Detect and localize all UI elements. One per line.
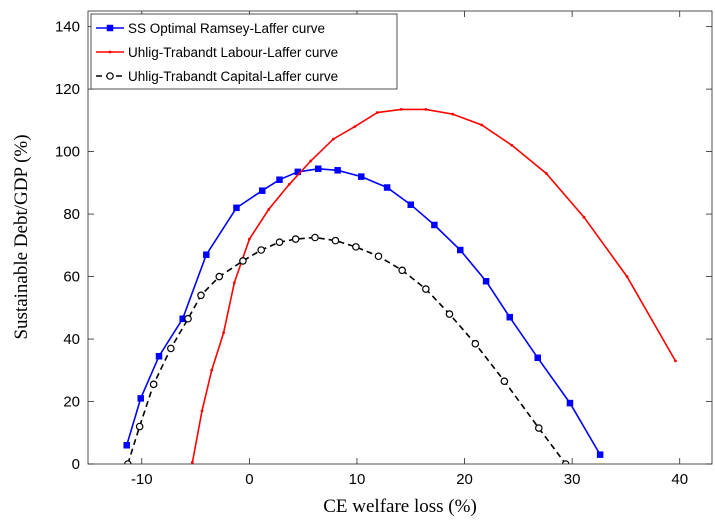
data-point: [259, 187, 266, 194]
x-tick-label: 20: [456, 471, 473, 488]
series-line: [127, 236, 567, 464]
y-axis-label: Sustainable Debt/GDP (%): [11, 134, 32, 339]
legend: SS Optimal Ramsey-Laffer curve Uhlig-Trab…: [90, 13, 398, 90]
data-point: [123, 442, 130, 449]
data-point: [184, 314, 192, 323]
data-point: [399, 108, 403, 111]
data-point: [247, 237, 251, 241]
data-point: [149, 380, 158, 389]
data-point: [291, 235, 300, 243]
legend-marker: [108, 50, 112, 54]
legend-label: Uhlig-Trabandt Labour-Laffer curve: [128, 45, 338, 60]
data-point: [331, 236, 340, 245]
data-point: [309, 159, 313, 163]
data-point: [239, 257, 247, 265]
data-point: [424, 108, 428, 111]
series-layer: [123, 108, 677, 464]
data-point: [352, 243, 360, 251]
data-point: [215, 272, 224, 281]
data-point: [353, 125, 357, 128]
data-point: [197, 291, 205, 300]
data-point: [422, 285, 430, 293]
data-point: [500, 377, 509, 386]
legend-entry: Uhlig-Trabandt Labour-Laffer curve: [96, 45, 338, 60]
data-point: [287, 182, 291, 186]
y-tick-label: 80: [63, 206, 80, 223]
y-tick-label: 100: [55, 144, 80, 161]
data-point: [534, 354, 541, 362]
legend-marker: [106, 72, 114, 80]
data-point: [155, 352, 163, 360]
series-3: [124, 233, 570, 464]
data-point: [407, 201, 415, 208]
data-point: [311, 233, 319, 242]
data-point: [482, 277, 490, 285]
data-point: [334, 167, 341, 174]
legend-box: [90, 13, 398, 90]
y-tick-label: 140: [55, 19, 80, 36]
series-1: [123, 165, 604, 458]
data-point: [471, 339, 480, 348]
plot-frame: [87, 10, 713, 465]
data-point: [383, 184, 391, 191]
legend-entry: Uhlig-Trabandt Capital-Laffer curve: [96, 69, 338, 84]
data-point: [566, 399, 574, 407]
x-tick-label: 10: [349, 471, 366, 488]
data-point: [203, 251, 210, 258]
x-tick-label: -10: [131, 471, 153, 488]
data-point: [625, 275, 629, 278]
data-point: [451, 112, 455, 116]
data-point: [167, 344, 175, 353]
data-point: [257, 246, 266, 254]
data-point: [544, 172, 548, 175]
data-point: [210, 368, 214, 372]
y-tick-label: 60: [63, 269, 80, 286]
data-point: [596, 451, 604, 458]
data-point: [510, 143, 514, 147]
data-point: [275, 238, 284, 246]
data-point: [431, 221, 438, 229]
series-2: [190, 108, 677, 464]
data-point: [190, 461, 194, 464]
legend-entry: SS Optimal Ramsey-Laffer curve: [96, 21, 325, 36]
data-point: [456, 246, 464, 254]
y-tick-label: 40: [63, 331, 80, 348]
x-tick-label: 40: [671, 471, 688, 488]
x-tick-label: 30: [564, 471, 581, 488]
data-point: [582, 215, 586, 219]
axis-layer: -10 0 10 20 30 40 0 20 40 60 80 100 120 140: [55, 11, 712, 488]
data-point: [331, 137, 335, 141]
data-point: [376, 111, 379, 114]
data-point: [135, 422, 144, 431]
x-tick-label: 0: [245, 471, 253, 488]
data-point: [200, 409, 204, 413]
y-tick-label: 120: [55, 81, 80, 98]
x-axis-label: CE welfare loss (%): [323, 496, 477, 517]
data-point: [506, 313, 513, 321]
data-point: [374, 252, 383, 261]
y-tick-label: 20: [63, 394, 80, 411]
data-point: [276, 176, 283, 183]
data-point: [137, 395, 144, 402]
data-point: [232, 281, 236, 285]
data-point: [398, 266, 406, 275]
data-point: [222, 331, 225, 335]
data-point: [314, 165, 322, 173]
legend-marker: [106, 24, 114, 32]
data-point: [267, 207, 271, 211]
data-point: [445, 310, 454, 318]
legend-label: SS Optimal Ramsey-Laffer curve: [128, 21, 325, 36]
data-point: [358, 173, 365, 180]
legend-label: Uhlig-Trabandt Capital-Laffer curve: [128, 69, 338, 84]
data-point: [674, 359, 677, 363]
data-point: [233, 204, 240, 212]
y-tick-label: 0: [72, 456, 80, 473]
data-point: [480, 123, 484, 127]
data-point: [534, 424, 543, 432]
